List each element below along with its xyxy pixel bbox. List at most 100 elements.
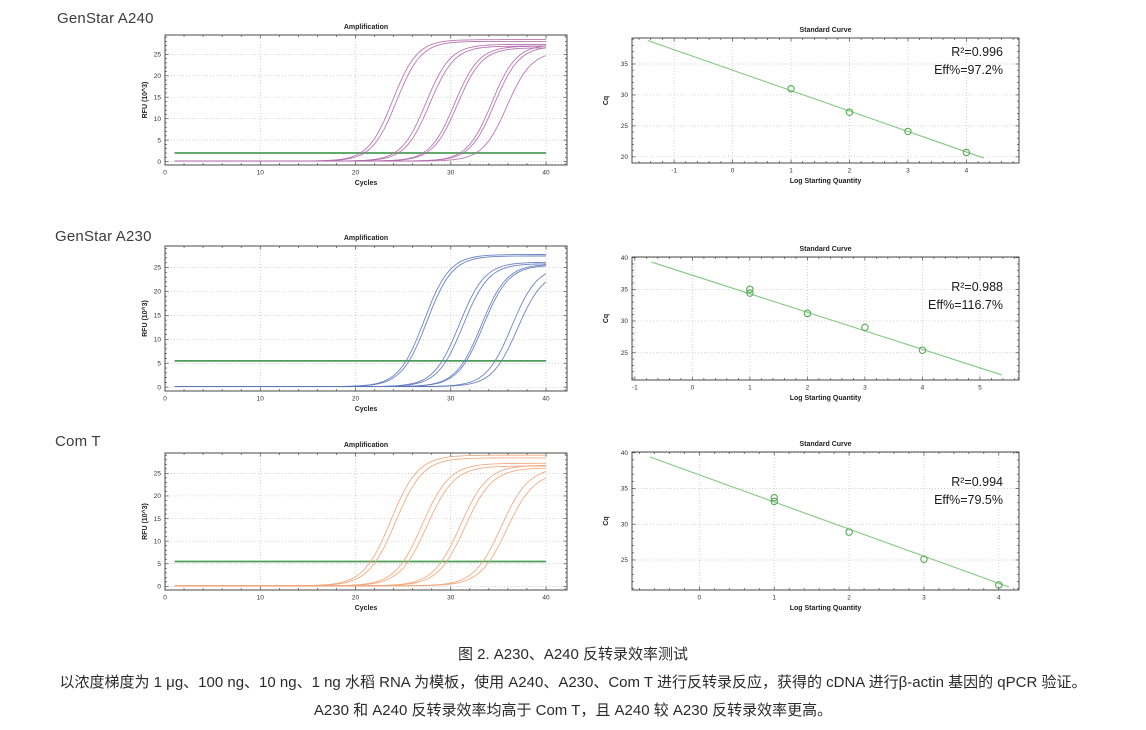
svg-text:15: 15 bbox=[154, 313, 162, 320]
svg-text:10: 10 bbox=[154, 538, 162, 545]
svg-text:10: 10 bbox=[154, 337, 162, 344]
svg-text:RFU (10^3): RFU (10^3) bbox=[141, 82, 149, 119]
svg-text:30: 30 bbox=[621, 318, 629, 325]
svg-text:35: 35 bbox=[621, 287, 629, 294]
svg-text:10: 10 bbox=[257, 396, 265, 403]
svg-text:Amplification: Amplification bbox=[344, 235, 388, 242]
svg-text:Cq: Cq bbox=[603, 516, 610, 525]
svg-text:0: 0 bbox=[157, 384, 161, 391]
svg-text:Amplification: Amplification bbox=[344, 442, 388, 449]
row-label-genstar-a240: GenStar A240 bbox=[57, 10, 154, 27]
svg-text:Eff%=97.2%: Eff%=97.2% bbox=[934, 63, 1003, 77]
comt-amplification-chart: 0 10 20 30 40 0 5 10 15 20 25 Amplification Cycles RF… bbox=[141, 442, 568, 612]
svg-text:40: 40 bbox=[542, 170, 550, 177]
svg-text:40: 40 bbox=[621, 255, 629, 262]
svg-text:20: 20 bbox=[154, 73, 162, 80]
svg-text:0: 0 bbox=[163, 170, 167, 177]
svg-text:25: 25 bbox=[154, 52, 162, 59]
svg-text:5: 5 bbox=[157, 360, 161, 367]
a230-standard-curve-chart: R²=0.988 Eff%=116.7% -1 0 1 2 3 4 5 25 30 35 40 Stand… bbox=[603, 246, 1020, 402]
svg-text:30: 30 bbox=[621, 521, 629, 528]
a230-amplification-chart: 0 10 20 30 40 0 5 10 15 20 25 Amplification Cycles RF… bbox=[141, 235, 568, 413]
svg-text:-1: -1 bbox=[671, 168, 677, 175]
svg-text:Cycles: Cycles bbox=[355, 605, 378, 612]
svg-text:0: 0 bbox=[163, 595, 167, 602]
svg-text:10: 10 bbox=[154, 116, 162, 123]
svg-text:Eff%=79.5%: Eff%=79.5% bbox=[934, 493, 1003, 507]
figure-caption-title: 图 2. A230、A240 反转录效率测试 bbox=[457, 646, 689, 663]
svg-text:-1: -1 bbox=[632, 385, 638, 392]
svg-text:RFU (10^3): RFU (10^3) bbox=[141, 300, 149, 337]
svg-text:RFU (10^3): RFU (10^3) bbox=[141, 503, 149, 540]
svg-text:0: 0 bbox=[691, 385, 695, 392]
svg-text:35: 35 bbox=[621, 61, 629, 68]
svg-text:40: 40 bbox=[542, 595, 550, 602]
svg-text:Amplification: Amplification bbox=[344, 24, 388, 31]
svg-text:3: 3 bbox=[906, 168, 910, 175]
svg-text:Cycles: Cycles bbox=[355, 180, 378, 187]
svg-text:25: 25 bbox=[621, 350, 629, 357]
svg-text:1: 1 bbox=[748, 385, 752, 392]
svg-text:20: 20 bbox=[352, 595, 360, 602]
svg-text:25: 25 bbox=[154, 471, 162, 478]
svg-text:R²=0.996: R²=0.996 bbox=[951, 45, 1003, 59]
svg-text:10: 10 bbox=[257, 170, 265, 177]
svg-text:2: 2 bbox=[806, 385, 810, 392]
row-label-com-t: Com T bbox=[55, 433, 101, 450]
svg-text:R²=0.988: R²=0.988 bbox=[951, 280, 1003, 294]
a240-amplification-chart: 0 10 20 30 40 0 5 10 15 20 25 Amplification Cycles RF… bbox=[141, 24, 568, 187]
svg-text:20: 20 bbox=[154, 493, 162, 500]
svg-text:25: 25 bbox=[154, 265, 162, 272]
a240-standard-curve-chart: R²=0.996 Eff%=97.2% -1 0 1 2 3 4 20 25 30 35 Standar… bbox=[603, 27, 1020, 185]
svg-text:5: 5 bbox=[157, 137, 161, 144]
svg-text:20: 20 bbox=[352, 170, 360, 177]
svg-text:R²=0.994: R²=0.994 bbox=[951, 475, 1003, 489]
svg-text:30: 30 bbox=[621, 92, 629, 99]
svg-text:3: 3 bbox=[863, 385, 867, 392]
svg-text:20: 20 bbox=[621, 154, 629, 161]
svg-text:20: 20 bbox=[154, 289, 162, 296]
svg-text:Standard Curve: Standard Curve bbox=[799, 441, 851, 448]
svg-text:2: 2 bbox=[847, 595, 851, 602]
svg-text:1: 1 bbox=[772, 595, 776, 602]
svg-text:35: 35 bbox=[621, 486, 629, 493]
svg-text:15: 15 bbox=[154, 516, 162, 523]
figure-caption-description: 以浓度梯度为 1 μg、100 ng、10 ng、1 ng 水稻 RNA 为模板… bbox=[59, 674, 1087, 691]
svg-text:30: 30 bbox=[447, 170, 455, 177]
svg-text:0: 0 bbox=[163, 396, 167, 403]
svg-text:Cq: Cq bbox=[603, 314, 610, 323]
svg-text:2: 2 bbox=[848, 168, 852, 175]
svg-text:Log Starting Quantity: Log Starting Quantity bbox=[790, 395, 862, 402]
svg-text:25: 25 bbox=[621, 123, 629, 130]
svg-text:20: 20 bbox=[352, 396, 360, 403]
svg-text:0: 0 bbox=[731, 168, 735, 175]
svg-text:Cycles: Cycles bbox=[355, 406, 378, 413]
svg-text:Standard Curve: Standard Curve bbox=[799, 27, 851, 34]
svg-text:0: 0 bbox=[157, 584, 161, 591]
svg-text:5: 5 bbox=[978, 385, 982, 392]
svg-text:Standard Curve: Standard Curve bbox=[799, 246, 851, 253]
svg-text:30: 30 bbox=[447, 396, 455, 403]
svg-text:0: 0 bbox=[698, 595, 702, 602]
svg-text:1: 1 bbox=[789, 168, 793, 175]
svg-text:40: 40 bbox=[542, 396, 550, 403]
figure-caption-conclusion: A230 和 A240 反转录效率均高于 Com T，且 A240 较 A230… bbox=[313, 702, 833, 719]
svg-text:Log Starting Quantity: Log Starting Quantity bbox=[790, 605, 862, 612]
svg-text:30: 30 bbox=[447, 595, 455, 602]
svg-text:25: 25 bbox=[621, 557, 629, 564]
svg-text:40: 40 bbox=[621, 450, 629, 457]
svg-text:Cq: Cq bbox=[603, 96, 610, 105]
svg-text:15: 15 bbox=[154, 94, 162, 101]
svg-text:Log Starting Quantity: Log Starting Quantity bbox=[790, 178, 862, 185]
svg-text:Eff%=116.7%: Eff%=116.7% bbox=[928, 298, 1003, 312]
svg-text:5: 5 bbox=[157, 561, 161, 568]
svg-text:4: 4 bbox=[921, 385, 925, 392]
svg-text:0: 0 bbox=[157, 159, 161, 166]
svg-text:10: 10 bbox=[257, 595, 265, 602]
row-label-genstar-a230: GenStar A230 bbox=[55, 228, 152, 245]
svg-text:3: 3 bbox=[922, 595, 926, 602]
comt-standard-curve-chart: R²=0.994 Eff%=79.5% 0 1 2 3 4 25 30 35 40 Standard … bbox=[603, 441, 1020, 612]
svg-text:4: 4 bbox=[997, 595, 1001, 602]
svg-text:4: 4 bbox=[965, 168, 969, 175]
